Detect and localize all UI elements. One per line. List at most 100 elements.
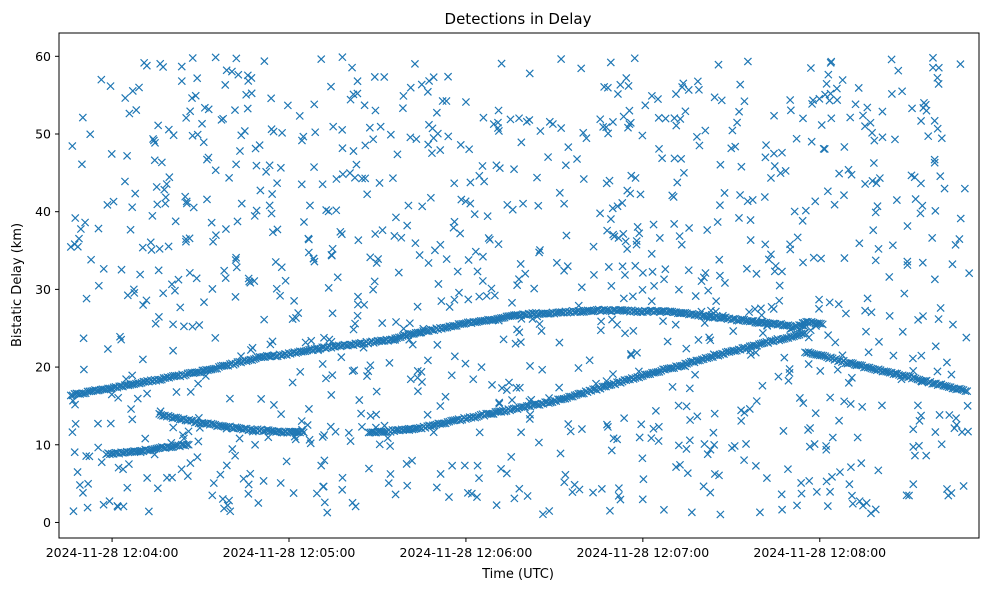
data-point [908, 104, 917, 113]
data-point [517, 428, 526, 437]
data-point [364, 367, 373, 376]
data-point [630, 54, 639, 63]
data-point [748, 195, 757, 204]
data-point [916, 179, 925, 188]
data-point [138, 355, 147, 364]
data-point [386, 469, 395, 479]
data-point [337, 353, 346, 362]
data-point [450, 295, 459, 304]
data-point [464, 295, 473, 304]
data-point [453, 267, 462, 276]
data-point [776, 169, 785, 178]
data-point [413, 302, 422, 311]
data-point [555, 383, 564, 392]
data-point [198, 119, 207, 128]
data-point [960, 184, 969, 193]
data-point [777, 490, 786, 499]
data-point [922, 451, 931, 460]
data-point [909, 425, 918, 434]
data-point [221, 274, 230, 283]
data-point [855, 239, 864, 248]
data-point [944, 491, 953, 500]
data-point [260, 315, 269, 324]
data-point [179, 322, 188, 331]
data-point [415, 251, 424, 260]
data-point [675, 460, 685, 469]
data-point [283, 101, 292, 110]
data-point [363, 190, 372, 199]
data-point [602, 420, 612, 429]
data-point [271, 257, 280, 267]
data-point [487, 284, 496, 293]
data-point [406, 83, 415, 92]
data-point [259, 476, 268, 485]
data-point [515, 114, 524, 123]
data-point [622, 74, 631, 83]
data-point [560, 199, 569, 208]
data-point [578, 389, 587, 398]
data-point [515, 383, 524, 392]
data-point [268, 190, 277, 199]
data-point [918, 312, 928, 321]
data-point [628, 292, 637, 301]
data-point [903, 222, 912, 231]
data-point [493, 118, 502, 127]
data-point [436, 401, 445, 411]
data-point [512, 383, 521, 392]
data-point [691, 292, 700, 301]
data-point [114, 393, 123, 402]
data-point [673, 178, 682, 187]
data-point [786, 96, 795, 105]
data-point [746, 216, 755, 225]
data-point [930, 155, 939, 164]
data-point [485, 409, 494, 418]
data-point [82, 452, 91, 461]
data-point [562, 231, 571, 240]
data-point [885, 272, 894, 281]
data-point [846, 399, 855, 408]
data-point [83, 503, 92, 512]
data-point [338, 125, 347, 134]
data-point [386, 130, 395, 139]
data-point [918, 201, 927, 210]
data-point [513, 281, 522, 290]
data-point [887, 55, 896, 64]
data-point [438, 96, 447, 106]
data-point [888, 241, 897, 250]
data-point [746, 236, 755, 245]
data-point [350, 173, 359, 182]
data-point [71, 214, 80, 223]
data-point [288, 378, 297, 387]
data-point [375, 178, 384, 187]
data-point [819, 144, 828, 153]
data-point [648, 267, 657, 276]
data-point [222, 66, 231, 75]
data-point [695, 141, 704, 150]
data-point [495, 398, 504, 407]
data-point [248, 343, 257, 352]
data-point [403, 481, 412, 490]
data-point [169, 320, 178, 329]
data-point [785, 368, 794, 377]
data-point [603, 422, 612, 431]
data-point [798, 216, 807, 225]
data-point [121, 93, 130, 103]
data-point [577, 283, 586, 292]
data-point [538, 365, 547, 374]
data-point [413, 387, 422, 396]
data-point [555, 338, 564, 347]
data-point [220, 361, 229, 370]
data-point [352, 160, 361, 169]
data-point [418, 202, 427, 211]
data-point [762, 474, 771, 483]
data-point [497, 384, 506, 393]
data-point [276, 163, 285, 172]
data-point [332, 206, 341, 215]
data-point [172, 413, 181, 422]
data-point [273, 179, 282, 188]
data-point [179, 371, 188, 380]
data-point [807, 137, 816, 146]
data-point [184, 440, 193, 449]
data-point [526, 410, 535, 419]
data-point [211, 231, 220, 240]
